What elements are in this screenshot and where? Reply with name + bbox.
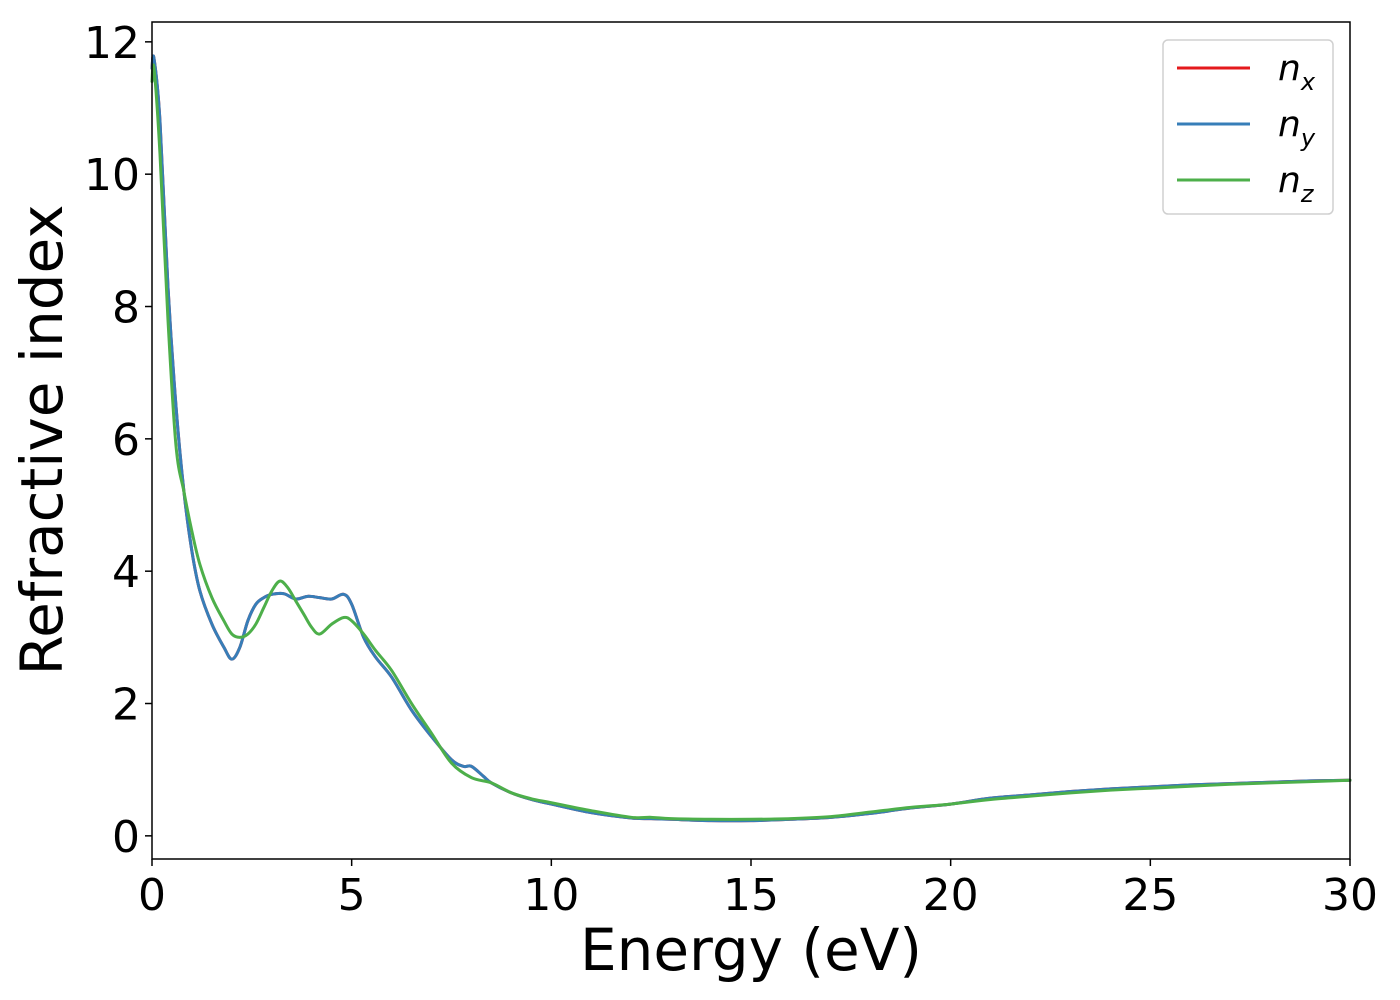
y-tick-label: 12 [84,18,140,69]
y-tick-label: 10 [84,150,140,201]
x-axis-label: Energy (eV) [580,916,922,984]
x-tick-label: 25 [1122,870,1178,921]
series-line-n-z [150,63,1352,821]
x-tick-label: 5 [338,870,366,921]
legend-label-z: nz [1278,160,1315,208]
legend-items: nx ny nz [1177,48,1316,208]
y-tick-label: 2 [112,680,140,731]
y-tick-label: 6 [112,415,140,466]
y-tick-label: 4 [112,547,140,598]
x-axis-ticks: 0 5 10 15 20 25 30 [138,859,1378,921]
x-tick-label: 30 [1322,870,1378,921]
legend: nx ny nz [1162,39,1334,215]
legend-label-x: nx [1278,48,1316,96]
x-tick-label: 10 [523,870,579,921]
y-tick-label: 0 [112,812,140,863]
y-tick-label: 8 [112,283,140,334]
series-layer [150,54,1352,823]
legend-label-y: ny [1278,104,1316,152]
y-axis-label: Refractive index [8,204,76,675]
legend-frame [1162,39,1334,215]
x-tick-label: 20 [923,870,979,921]
y-axis-ticks: 0 2 4 6 8 10 12 [84,18,152,863]
x-tick-label: 15 [723,870,779,921]
x-tick-label: 0 [138,870,166,921]
